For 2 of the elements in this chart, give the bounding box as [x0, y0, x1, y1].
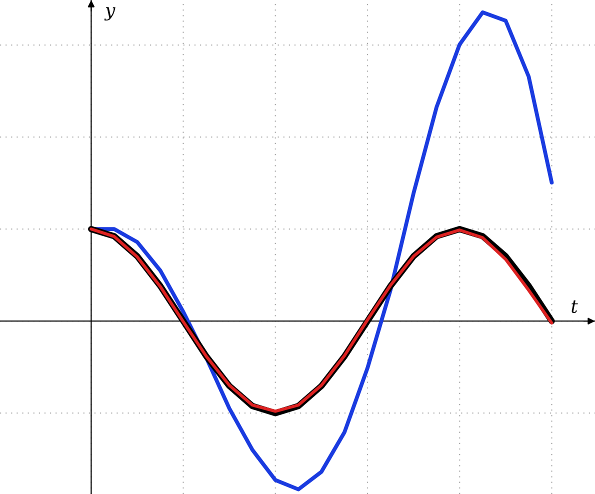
y-axis-title: y — [104, 7, 116, 21]
x-axis-title: t — [572, 300, 578, 313]
